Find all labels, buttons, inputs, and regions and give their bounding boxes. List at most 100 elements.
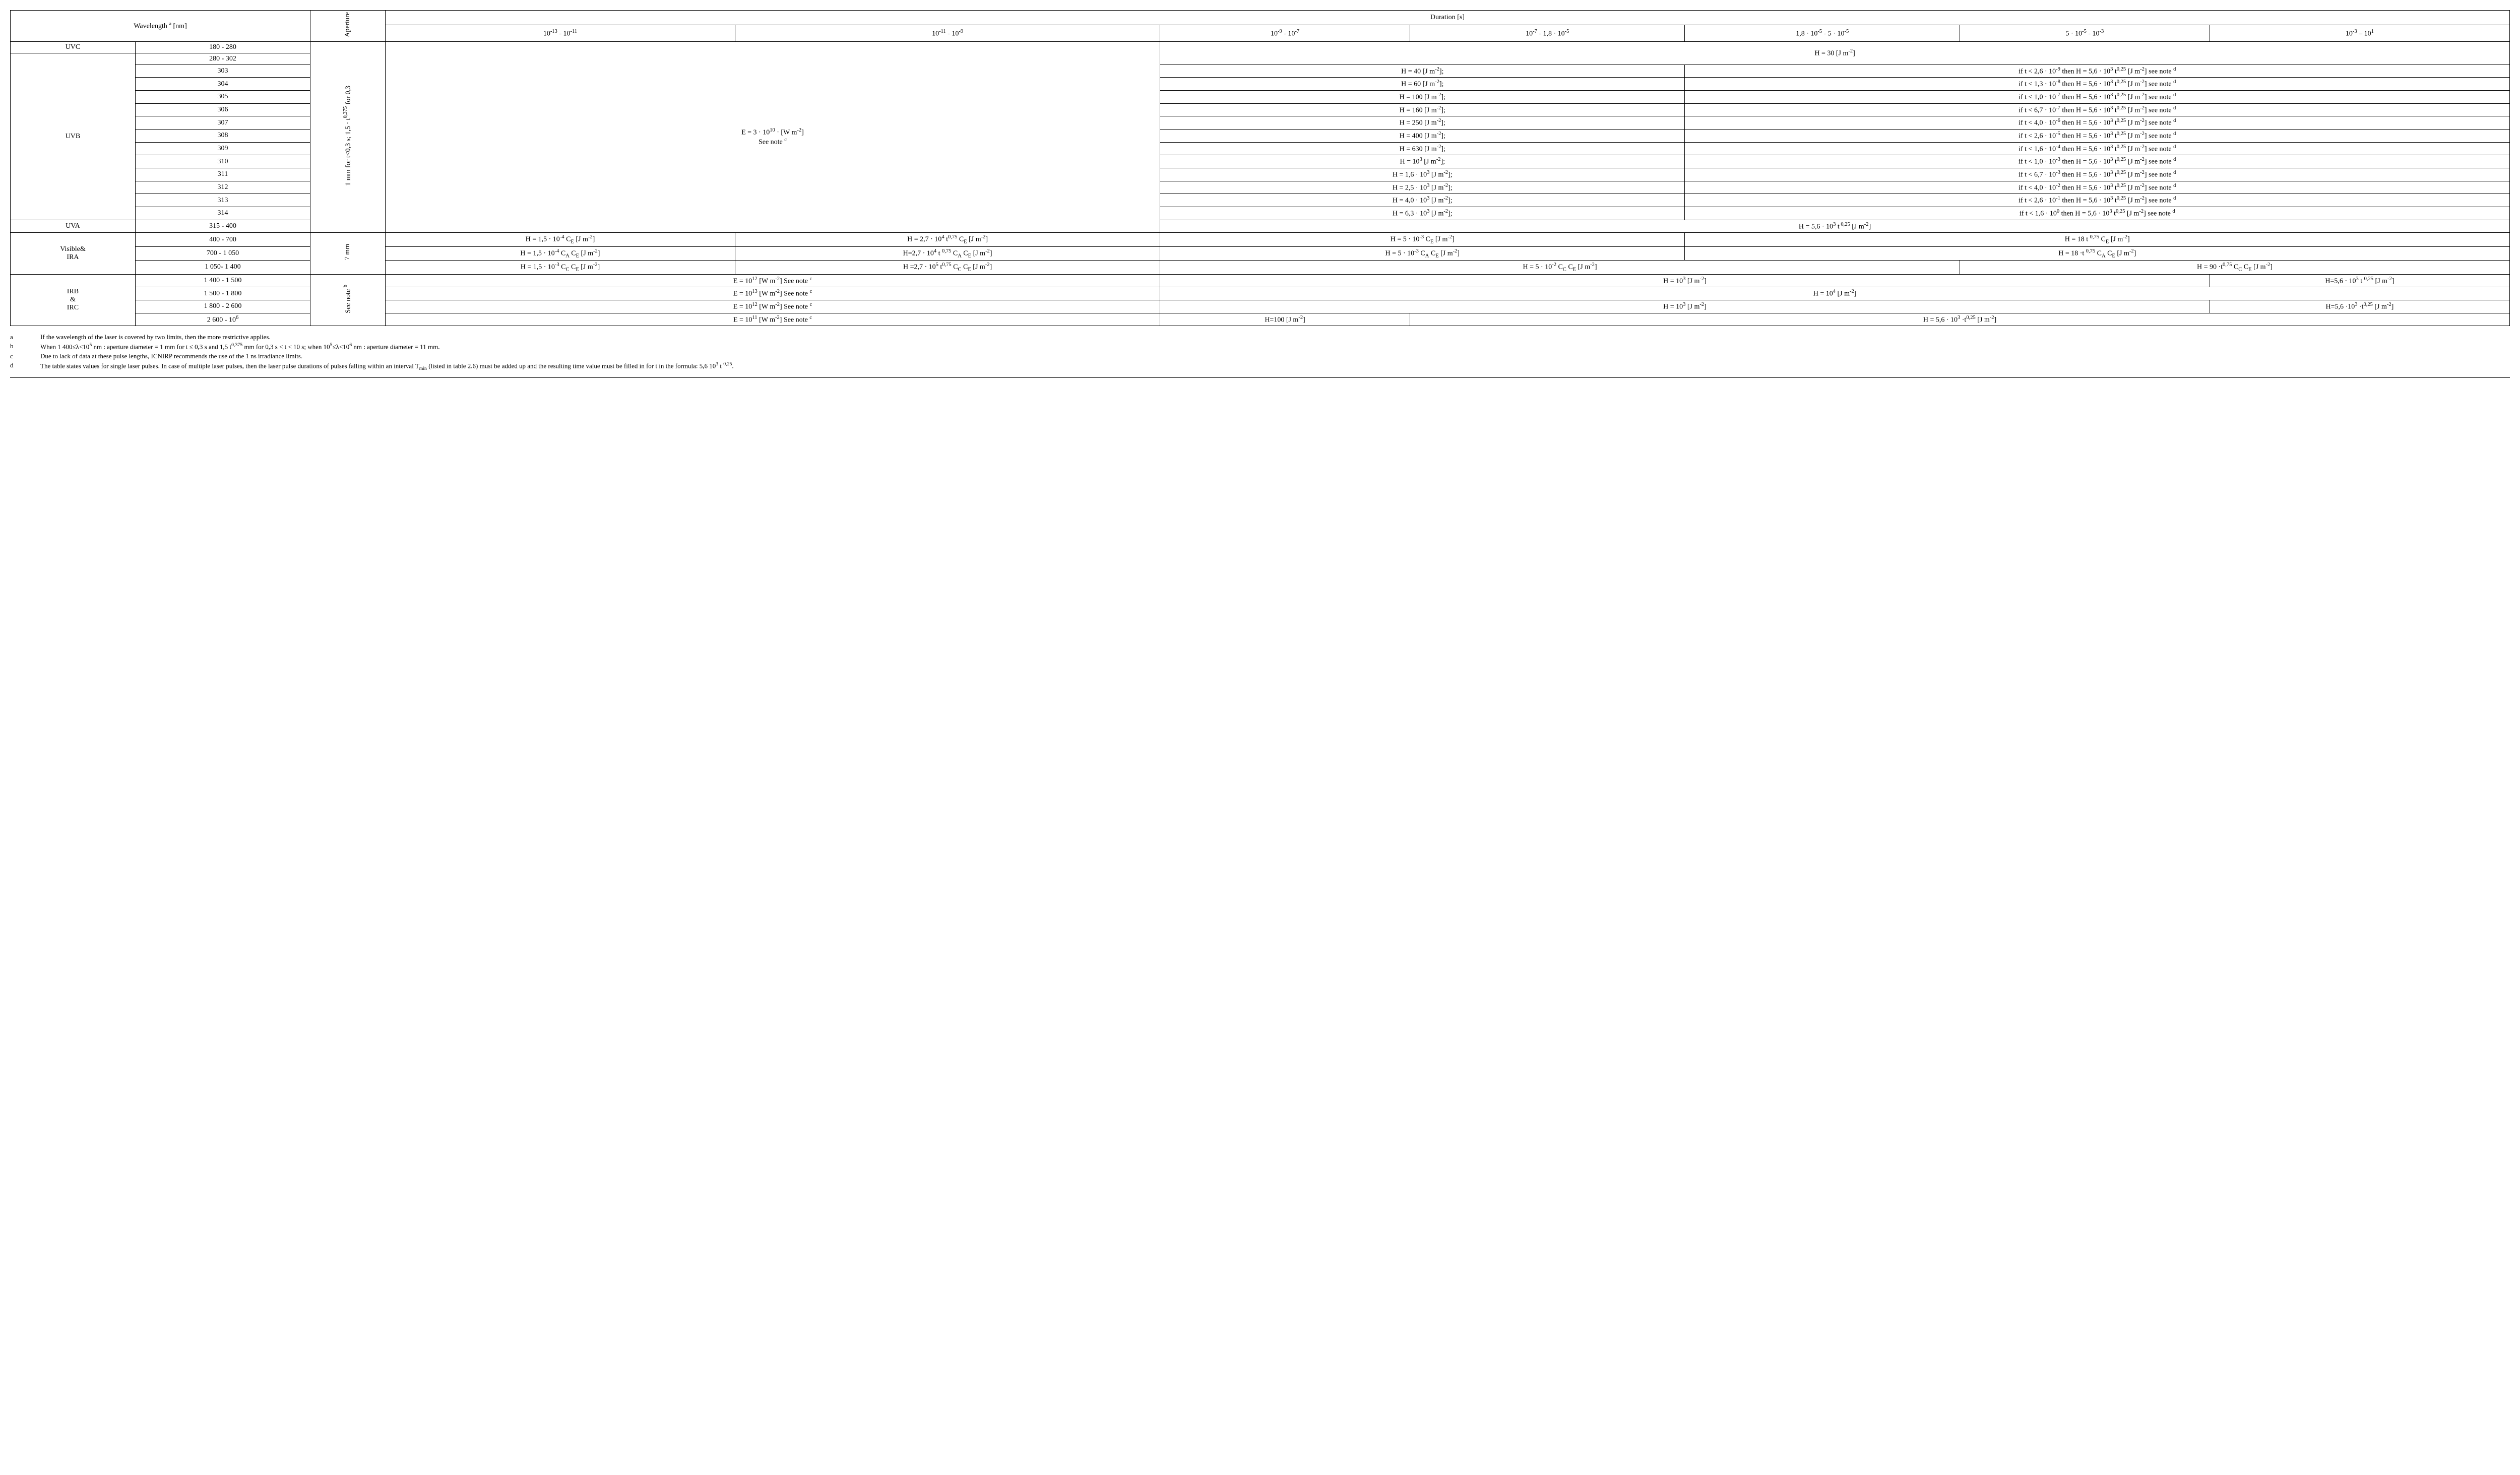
ir-2-h1: H = 103 [J m-2] <box>1160 300 2210 313</box>
uvb-h-7: H = 103 [J m-2]; <box>1160 155 1685 168</box>
wl-vis-0: 400 - 700 <box>135 233 310 246</box>
ir-2-h2: H=5,6 ·103 ·t0,25 [J m-2] <box>2210 300 2509 313</box>
uvb-h-9: H = 2,5 · 103 [J m-2]; <box>1160 181 1685 194</box>
aperture-header: Aperture <box>310 11 386 42</box>
wl-uvb-2: 304 <box>135 78 310 91</box>
wl-uvb-9: 311 <box>135 168 310 181</box>
uvb-h-11: H = 6,3 · 103 [J m-2]; <box>1160 207 1685 220</box>
wl-uvb-7: 309 <box>135 142 310 155</box>
vis-1-c3: H = 5 · 10-3 CA CE [J m-2] <box>1160 246 1685 260</box>
vis-2-c4: H = 90 ·t0,75 CC CE [J m-2] <box>1960 261 2509 274</box>
vis-2-c3: H = 5 · 10-2 CC CE [J m-2] <box>1160 261 1960 274</box>
uvb-c-4: if t < 4,0 · 10-6 then H = 5,6 · 103 t0,… <box>1685 116 2510 130</box>
wl-ir-1: 1 500 - 1 800 <box>135 287 310 300</box>
wl-uvb-4: 306 <box>135 103 310 116</box>
wl-vis-2: 1 050- 1 400 <box>135 261 310 274</box>
band-vis: Visible&IRA <box>11 233 136 274</box>
footnotes: aIf the wavelength of the laser is cover… <box>10 333 2510 377</box>
vis-0-c4: H = 18 t 0,75 CE [J m-2] <box>1685 233 2510 246</box>
ir-0-h2: H=5,6 · 103 t 0,25 [J m-2] <box>2210 274 2509 287</box>
wl-ir-2: 1 800 - 2 600 <box>135 300 310 313</box>
note-val-b: When 1 400≤λ<105 nm : aperture diameter … <box>40 342 2510 351</box>
duration-header: Duration [s] <box>385 11 2509 25</box>
uvb-h-0: H = 40 [J m-2]; <box>1160 65 1685 78</box>
band-uvb: UVB <box>11 53 136 220</box>
uvb-c-8: if t < 6,7 · 10-3 then H = 5,6 · 103 t0,… <box>1685 168 2510 181</box>
ir-0-h1: H = 103 [J m-2] <box>1160 274 2210 287</box>
aperture-uv: 1 mm for t<0,3 s; 1,5 · t0,375 for 0,3 <box>310 41 386 233</box>
uvb-h-4: H = 250 [J m-2]; <box>1160 116 1685 130</box>
wl-vis-1: 700 - 1 050 <box>135 246 310 260</box>
ir-3-h1: H=100 [J m-2] <box>1160 313 1410 326</box>
wl-uvb-3: 305 <box>135 91 310 104</box>
uvb-c-9: if t < 4,0 · 10-2 then H = 5,6 · 103 t0,… <box>1685 181 2510 194</box>
wl-ir-3: 2 600 - 106 <box>135 313 310 326</box>
band-irbc: IRB&IRC <box>11 274 136 326</box>
band-uvc: UVC <box>11 41 136 53</box>
uv-formula: E = 3 · 1010 · [W m-2]See note c <box>385 41 1160 233</box>
vis-1-c4: H = 18 ·t 0,75 CA CE [J m-2] <box>1685 246 2510 260</box>
uvb-h-5: H = 400 [J m-2]; <box>1160 130 1685 143</box>
uvb-h-8: H = 1,6 · 103 [J m-2]; <box>1160 168 1685 181</box>
dur-col-6: 10-3 – 101 <box>2210 25 2509 42</box>
wl-uvb-5: 307 <box>135 116 310 130</box>
ir-1-h1: H = 104 [J m-2] <box>1160 287 2510 300</box>
wl-uvc: 180 - 280 <box>135 41 310 53</box>
uvb-h-1: H = 60 [J m-2]; <box>1160 78 1685 91</box>
uvb-c-7: if t < 1,0 · 10-3 then H = 5,6 · 103 t0,… <box>1685 155 2510 168</box>
wl-uvb-12: 314 <box>135 207 310 220</box>
note-val-d: The table states values for single laser… <box>40 361 2510 371</box>
uvb-c-0: if t < 2,6 · 10-9 then H = 5,6 · 103 t0,… <box>1685 65 2510 78</box>
note-key-b: b <box>10 342 40 351</box>
uvb-c-6: if t < 1,6 · 10-4 then H = 5,6 · 103 t0,… <box>1685 142 2510 155</box>
uvb-h-6: H = 630 [J m-2]; <box>1160 142 1685 155</box>
dur-col-5: 5 · 10-5 - 10-3 <box>1960 25 2210 42</box>
wavelength-header: Wavelength a [nm] <box>11 11 310 42</box>
vis-2-c1: H = 1,5 · 10-3 CC CE [J m-2] <box>385 261 735 274</box>
band-uva: UVA <box>11 220 136 233</box>
wl-uvb-1: 303 <box>135 65 310 78</box>
uvb-c-1: if t < 1,3 · 10-8 then H = 5,6 · 103 t0,… <box>1685 78 2510 91</box>
uvb-h-10: H = 4,0 · 103 [J m-2]; <box>1160 194 1685 207</box>
vis-0-c1: H = 1,5 · 10-4 CE [J m-2] <box>385 233 735 246</box>
note-val-c: Due to lack of data at these pulse lengt… <box>40 352 2510 360</box>
uvb-c-5: if t < 2,6 · 10-5 then H = 5,6 · 103 t0,… <box>1685 130 2510 143</box>
uvb-c-11: if t < 1,6 · 100 then H = 5,6 · 103 t0,2… <box>1685 207 2510 220</box>
uvb-c-10: if t < 2,6 · 10-1 then H = 5,6 · 103 t0,… <box>1685 194 2510 207</box>
note-key-d: d <box>10 361 40 371</box>
uva-h: H = 5,6 · 103 t 0,25 [J m-2] <box>1160 220 2510 233</box>
vis-0-c3: H = 5 · 10-3 CE [J m-2] <box>1160 233 1685 246</box>
wl-uva: 315 - 400 <box>135 220 310 233</box>
exposure-limits-table: Wavelength a [nm] Aperture Duration [s] … <box>10 10 2510 326</box>
wl-ir-0: 1 400 - 1 500 <box>135 274 310 287</box>
uvb-c-2: if t < 1,0 · 10-7 then H = 5,6 · 103 t0,… <box>1685 91 2510 104</box>
uvb-h-3: H = 160 [J m-2]; <box>1160 103 1685 116</box>
wl-uvb-10: 312 <box>135 181 310 194</box>
uvb-h-2: H = 100 [J m-2]; <box>1160 91 1685 104</box>
wl-uvb-6: 308 <box>135 130 310 143</box>
uvb-c-3: if t < 6,7 · 10-7 then H = 5,6 · 103 t0,… <box>1685 103 2510 116</box>
ir-2-e: E = 1012 [W m-2] See note c <box>385 300 1160 313</box>
ir-1-e: E = 1013 [W m-2] See note c <box>385 287 1160 300</box>
h30: H = 30 [J m-2] <box>1160 41 2510 65</box>
wl-uvb-0: 280 - 302 <box>135 53 310 65</box>
dur-col-1: 10-11 - 10-9 <box>735 25 1160 42</box>
dur-col-2: 10-9 - 10-7 <box>1160 25 1410 42</box>
ir-0-e: E = 1012 [W m-2] See note c <box>385 274 1160 287</box>
ir-3-h2: H = 5,6 · 103 ·t0,25 [J m-2] <box>1410 313 2509 326</box>
dur-col-4: 1,8 · 10-5 - 5 · 10-5 <box>1685 25 1960 42</box>
wl-uvb-11: 313 <box>135 194 310 207</box>
dur-col-0: 10-13 - 10-11 <box>385 25 735 42</box>
aperture-vis: 7 mm <box>310 233 386 274</box>
note-val-a: If the wavelength of the laser is covere… <box>40 333 2510 341</box>
vis-2-c2: H =2,7 · 105 t0,75 CC CE [J m-2] <box>735 261 1160 274</box>
dur-col-3: 10-7 - 1,8 · 10-5 <box>1410 25 1684 42</box>
note-key-a: a <box>10 333 40 341</box>
vis-1-c2: H=2,7 · 104 t 0,75 CA CE [J m-2] <box>735 246 1160 260</box>
aperture-ir: See note b <box>310 274 386 326</box>
wl-uvb-8: 310 <box>135 155 310 168</box>
vis-0-c2: H = 2,7 · 104 t0,75 CE [J m-2] <box>735 233 1160 246</box>
ir-3-e: E = 1011 [W m-2] See note c <box>385 313 1160 326</box>
vis-1-c1: H = 1,5 · 10-4 CA CE [J m-2] <box>385 246 735 260</box>
note-key-c: c <box>10 352 40 360</box>
